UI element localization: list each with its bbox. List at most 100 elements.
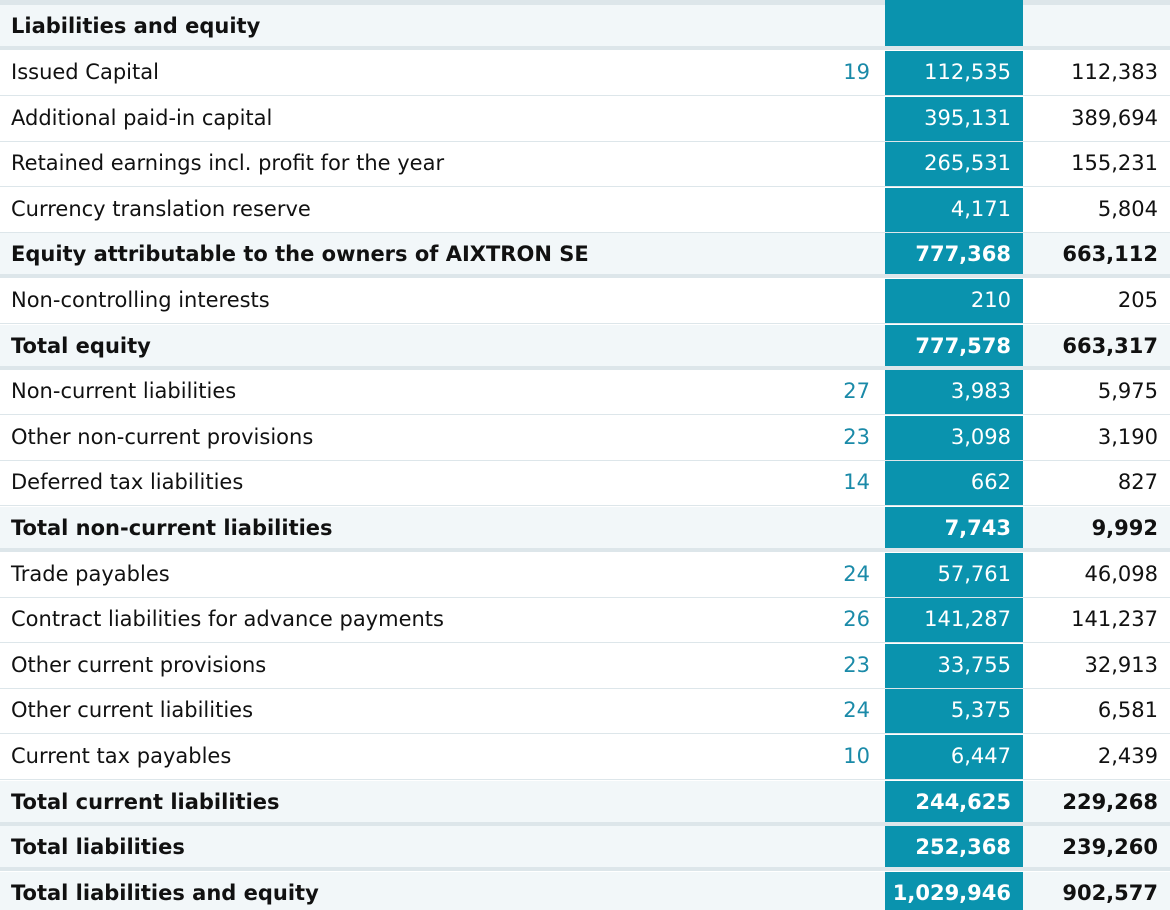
current-year-value: 252,368 bbox=[885, 826, 1023, 872]
previous-year-value: 141,237 bbox=[1071, 607, 1158, 632]
row-divider bbox=[0, 821, 1170, 826]
row-label: Other current provisions bbox=[11, 652, 267, 677]
previous-year-value: 5,975 bbox=[1097, 379, 1158, 404]
current-year-value: 6,447 bbox=[885, 735, 1023, 780]
note-reference bbox=[800, 279, 870, 321]
row-label: Total liabilities bbox=[11, 835, 185, 860]
top-divider bbox=[0, 0, 1170, 5]
current-year-value: 33,755 bbox=[885, 643, 1023, 689]
table-row: Total non-current liabilities 7,743 9,992 bbox=[0, 507, 1170, 552]
row-divider bbox=[0, 505, 1170, 507]
previous-year-value: 3,190 bbox=[1097, 424, 1158, 449]
table-row: Currency translation reserve 4,171 5,804 bbox=[0, 187, 1170, 233]
previous-year-value: 5,804 bbox=[1097, 196, 1158, 221]
note-reference: 19 bbox=[843, 60, 870, 84]
row-divider bbox=[0, 274, 1170, 279]
note-reference: 14 bbox=[843, 470, 870, 495]
row-divider bbox=[0, 323, 1170, 324]
table-row: Deferred tax liabilities 14 662 827 bbox=[0, 461, 1170, 507]
note-reference: 10 bbox=[843, 744, 870, 768]
row-label: Total current liabilities bbox=[11, 789, 280, 814]
previous-year-value: 827 bbox=[1117, 470, 1158, 495]
current-year-value: 662 bbox=[885, 461, 1023, 507]
note-reference bbox=[800, 781, 870, 823]
row-divider bbox=[0, 46, 1170, 50]
row-label: Total non-current liabilities bbox=[11, 516, 333, 540]
current-year-value: 57,761 bbox=[885, 552, 1023, 598]
section-header-label: Liabilities and equity bbox=[11, 14, 261, 38]
row-divider bbox=[0, 95, 1170, 96]
note-reference: 24 bbox=[843, 561, 870, 586]
current-year-value: 1,029,946 bbox=[885, 871, 1023, 910]
current-year-value: 4,171 bbox=[885, 187, 1023, 233]
current-year-value: 7,743 bbox=[885, 507, 1023, 552]
current-year-value: 244,625 bbox=[885, 780, 1023, 826]
table-row: Other current liabilities 24 5,375 6,581 bbox=[0, 689, 1170, 735]
row-divider bbox=[0, 687, 1170, 689]
row-label: Currency translation reserve bbox=[11, 196, 311, 221]
table-row: Current tax payables 10 6,447 2,439 bbox=[0, 735, 1170, 780]
note-reference bbox=[800, 97, 870, 139]
previous-year-value: 112,383 bbox=[1071, 60, 1158, 84]
note-reference bbox=[800, 872, 870, 910]
row-label: Retained earnings incl. profit for the y… bbox=[11, 151, 445, 176]
row-divider bbox=[0, 231, 1170, 233]
row-label: Issued Capital bbox=[11, 60, 159, 84]
table-row: Trade payables 24 57,761 46,098 bbox=[0, 552, 1170, 598]
note-reference bbox=[800, 233, 870, 275]
row-divider bbox=[0, 548, 1170, 552]
note-reference bbox=[800, 188, 870, 230]
top-current-column-strip bbox=[885, 0, 1023, 5]
table-row: Issued Capital 19 112,535 112,383 bbox=[0, 51, 1170, 96]
note-reference bbox=[800, 142, 870, 184]
table-row: Contract liabilities for advance payment… bbox=[0, 598, 1170, 644]
current-year-value: 777,368 bbox=[885, 233, 1023, 279]
row-label: Non-controlling interests bbox=[11, 288, 270, 312]
table-row: Additional paid-in capital 395,131 389,694 bbox=[0, 96, 1170, 142]
row-label: Total equity bbox=[11, 333, 151, 358]
previous-year-value: 902,577 bbox=[1062, 880, 1158, 905]
table-row: Equity attributable to the owners of AIX… bbox=[0, 233, 1170, 279]
row-label: Trade payables bbox=[11, 561, 170, 586]
note-reference bbox=[800, 507, 870, 549]
current-year-value: 395,131 bbox=[885, 96, 1023, 142]
note-reference bbox=[800, 325, 870, 367]
row-divider bbox=[0, 596, 1170, 598]
row-divider bbox=[0, 414, 1170, 416]
current-year-cell bbox=[885, 5, 1023, 50]
row-label: Total liabilities and equity bbox=[11, 880, 319, 905]
table-row: Non-controlling interests 210 205 bbox=[0, 279, 1170, 324]
current-year-value: 265,531 bbox=[885, 142, 1023, 188]
table-row: Total liabilities and equity 1,029,946 902… bbox=[0, 871, 1170, 910]
row-label: Other non-current provisions bbox=[11, 424, 314, 449]
note-reference: 23 bbox=[843, 652, 870, 677]
previous-year-value: 2,439 bbox=[1097, 744, 1158, 768]
table-row: Retained earnings incl. profit for the y… bbox=[0, 142, 1170, 188]
note-reference: 27 bbox=[843, 379, 870, 404]
note-reference: 23 bbox=[843, 424, 870, 449]
table-row: Total equity 777,578 663,317 bbox=[0, 324, 1170, 370]
note-reference: 24 bbox=[843, 698, 870, 723]
previous-year-value: 46,098 bbox=[1084, 561, 1158, 586]
table-row: Total liabilities 252,368 239,260 bbox=[0, 826, 1170, 872]
row-divider bbox=[0, 867, 1170, 872]
row-divider bbox=[0, 365, 1170, 370]
table-row: Non-current liabilities 27 3,983 5,975 bbox=[0, 370, 1170, 416]
current-year-value: 112,535 bbox=[885, 51, 1023, 96]
previous-year-value: 663,317 bbox=[1062, 333, 1158, 358]
table-row: Other non-current provisions 23 3,098 3,190 bbox=[0, 415, 1170, 461]
row-label: Current tax payables bbox=[11, 744, 232, 768]
previous-year-value: 663,112 bbox=[1062, 242, 1158, 267]
row-label: Other current liabilities bbox=[11, 698, 254, 723]
note-reference: 26 bbox=[843, 607, 870, 632]
row-divider bbox=[0, 459, 1170, 461]
row-divider bbox=[0, 140, 1170, 142]
row-divider bbox=[0, 186, 1170, 188]
previous-year-value: 229,268 bbox=[1062, 789, 1158, 814]
row-label: Non-current liabilities bbox=[11, 379, 237, 404]
previous-year-value: 239,260 bbox=[1062, 835, 1158, 860]
row-label: Deferred tax liabilities bbox=[11, 470, 244, 495]
current-year-value: 777,578 bbox=[885, 324, 1023, 370]
row-divider bbox=[0, 779, 1170, 780]
row-label: Additional paid-in capital bbox=[11, 105, 273, 130]
